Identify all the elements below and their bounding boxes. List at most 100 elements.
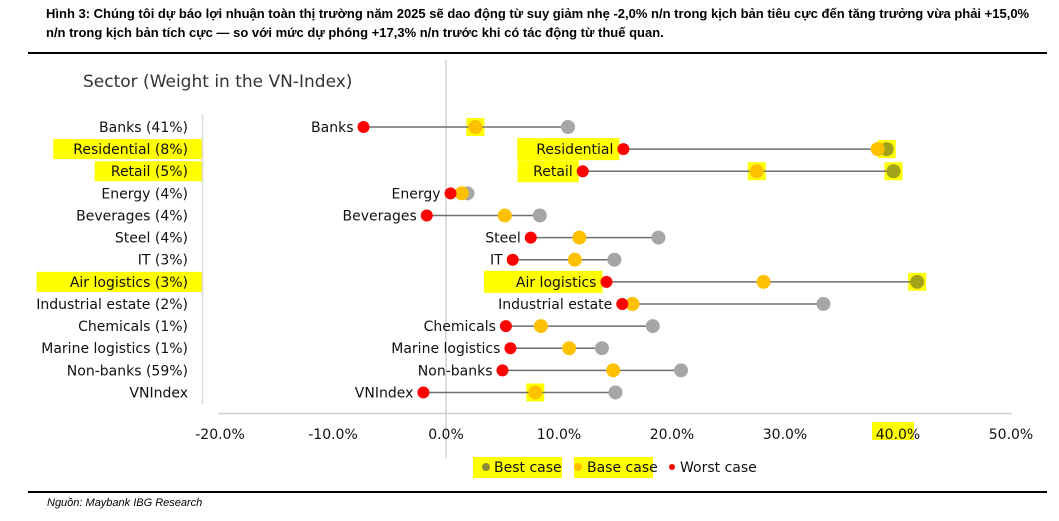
category-label: Non-banks (59%) xyxy=(67,363,188,379)
worst-case-marker xyxy=(506,253,519,266)
category-label: Energy (4%) xyxy=(101,186,188,202)
x-tick-label: 0.0% xyxy=(428,427,464,443)
worst-case-marker xyxy=(616,297,629,310)
base-case-marker xyxy=(625,296,640,311)
data-row: Beverages (4%) Beverages xyxy=(76,208,547,224)
point-label: Beverages xyxy=(343,208,417,224)
chart-title: Sector (Weight in the VN-Index) xyxy=(83,72,352,92)
worst-case-marker xyxy=(617,143,630,156)
bottom-rule xyxy=(28,491,1047,493)
base-case-marker xyxy=(528,385,543,400)
worst-case-marker xyxy=(357,121,370,133)
best-case-marker xyxy=(645,319,660,334)
data-row: Residential (8%) Residential xyxy=(73,142,894,158)
worst-case-marker xyxy=(524,231,537,244)
category-label: Industrial estate (2%) xyxy=(36,297,188,313)
base-case-marker xyxy=(749,164,764,179)
worst-case-marker xyxy=(576,165,589,178)
data-row: Retail (5%) Retail xyxy=(111,164,901,180)
legend-label-worst: Worst case xyxy=(680,460,757,476)
worst-case-marker xyxy=(417,386,430,399)
category-label: Air logistics (3%) xyxy=(70,275,188,291)
data-row: Marine logistics (1%) Marine logistics xyxy=(41,341,609,357)
legend-marker-base xyxy=(574,463,582,471)
point-label: Marine logistics xyxy=(391,341,500,357)
base-case-marker xyxy=(562,341,577,356)
category-label: IT (3%) xyxy=(138,253,188,269)
category-label: VNIndex xyxy=(129,385,188,401)
base-case-marker xyxy=(533,319,548,334)
best-case-marker xyxy=(607,252,622,267)
point-label: Residential xyxy=(536,142,613,158)
best-case-marker xyxy=(674,363,689,378)
worst-case-marker xyxy=(600,275,613,288)
point-label-highlight xyxy=(517,138,620,161)
dumbbell-chart: Sector (Weight in the VN-Index) -20.0% -1… xyxy=(36,60,1033,478)
data-row: Steel (4%) Steel xyxy=(115,230,666,247)
category-label: Marine logistics (1%) xyxy=(41,341,188,357)
worst-case-marker xyxy=(496,364,509,377)
worst-case-marker xyxy=(420,209,433,222)
data-row: Energy (4%) Energy xyxy=(101,186,475,202)
axis-label-highlight xyxy=(36,271,202,292)
legend-highlight-base xyxy=(574,457,653,478)
data-row: Banks (41%) Banks xyxy=(99,120,576,136)
data-row: IT (3%) IT xyxy=(138,252,622,269)
best-case-marker xyxy=(816,296,831,311)
legend-label-best: Best case xyxy=(494,460,562,476)
point-label: Retail xyxy=(533,164,573,180)
base-case-marker xyxy=(756,274,771,289)
data-row: VNIndex VNIndex xyxy=(129,385,623,401)
legend-marker-best xyxy=(482,463,490,471)
best-case-marker xyxy=(886,164,901,179)
x-tick-label: -20.0% xyxy=(195,427,245,443)
point-label: VNIndex xyxy=(355,385,414,401)
x-tick-label: 40.0% xyxy=(876,427,920,443)
x-tick-label: 50.0% xyxy=(989,427,1033,443)
best-case-marker xyxy=(608,385,623,400)
axis-label-highlight xyxy=(94,161,202,182)
best-case-marker xyxy=(594,341,609,356)
data-row: Non-banks (59%) Non-banks xyxy=(67,363,689,379)
worst-case-marker xyxy=(504,342,517,355)
x-tick-label: 10.0% xyxy=(537,427,581,443)
point-label-highlight xyxy=(483,270,603,293)
point-label: Energy xyxy=(392,186,441,202)
tick-highlight xyxy=(872,422,914,440)
category-label: Retail (5%) xyxy=(111,164,188,180)
legend-label-base: Base case xyxy=(587,460,658,476)
category-label: Chemicals (1%) xyxy=(78,319,188,335)
base-case-marker xyxy=(468,120,483,134)
point-label: Steel xyxy=(485,231,521,247)
point-label: Air logistics xyxy=(516,275,597,291)
x-tick-label: 20.0% xyxy=(650,427,694,443)
best-case-marker xyxy=(910,274,925,289)
base-case-marker xyxy=(497,208,512,223)
figure-caption: Hình 3: Chúng tôi dự báo lợi nhuận toàn … xyxy=(46,6,1030,40)
best-case-marker xyxy=(561,120,576,134)
worst-case-marker xyxy=(444,187,457,200)
legend: Best case Base case Worst case xyxy=(473,457,757,478)
base-case-marker xyxy=(572,230,587,245)
worst-case-marker xyxy=(499,320,512,333)
point-label: Non-banks xyxy=(418,363,493,379)
point-label: Industrial estate xyxy=(498,297,612,313)
point-label: Chemicals xyxy=(424,319,496,335)
source-note: Nguồn: Maybank IBG Research xyxy=(47,497,203,509)
data-row: Industrial estate (2%) Industrial estate xyxy=(36,296,831,313)
base-case-marker xyxy=(870,142,885,157)
legend-marker-worst xyxy=(669,464,675,470)
best-case-marker xyxy=(532,208,547,223)
best-case-marker xyxy=(651,230,666,245)
top-rule xyxy=(28,52,1047,54)
data-row: Air logistics (3%) Air logistics xyxy=(70,274,925,291)
base-case-marker xyxy=(606,363,621,378)
axis-label-highlight xyxy=(53,139,203,160)
category-label: Steel (4%) xyxy=(115,231,188,247)
category-label: Banks (41%) xyxy=(99,120,188,136)
data-row: Chemicals (1%) Chemicals xyxy=(78,319,660,335)
base-case-marker xyxy=(567,252,582,267)
legend-highlight-best xyxy=(473,457,562,478)
point-label: Banks xyxy=(311,120,353,136)
point-label: IT xyxy=(490,253,503,269)
